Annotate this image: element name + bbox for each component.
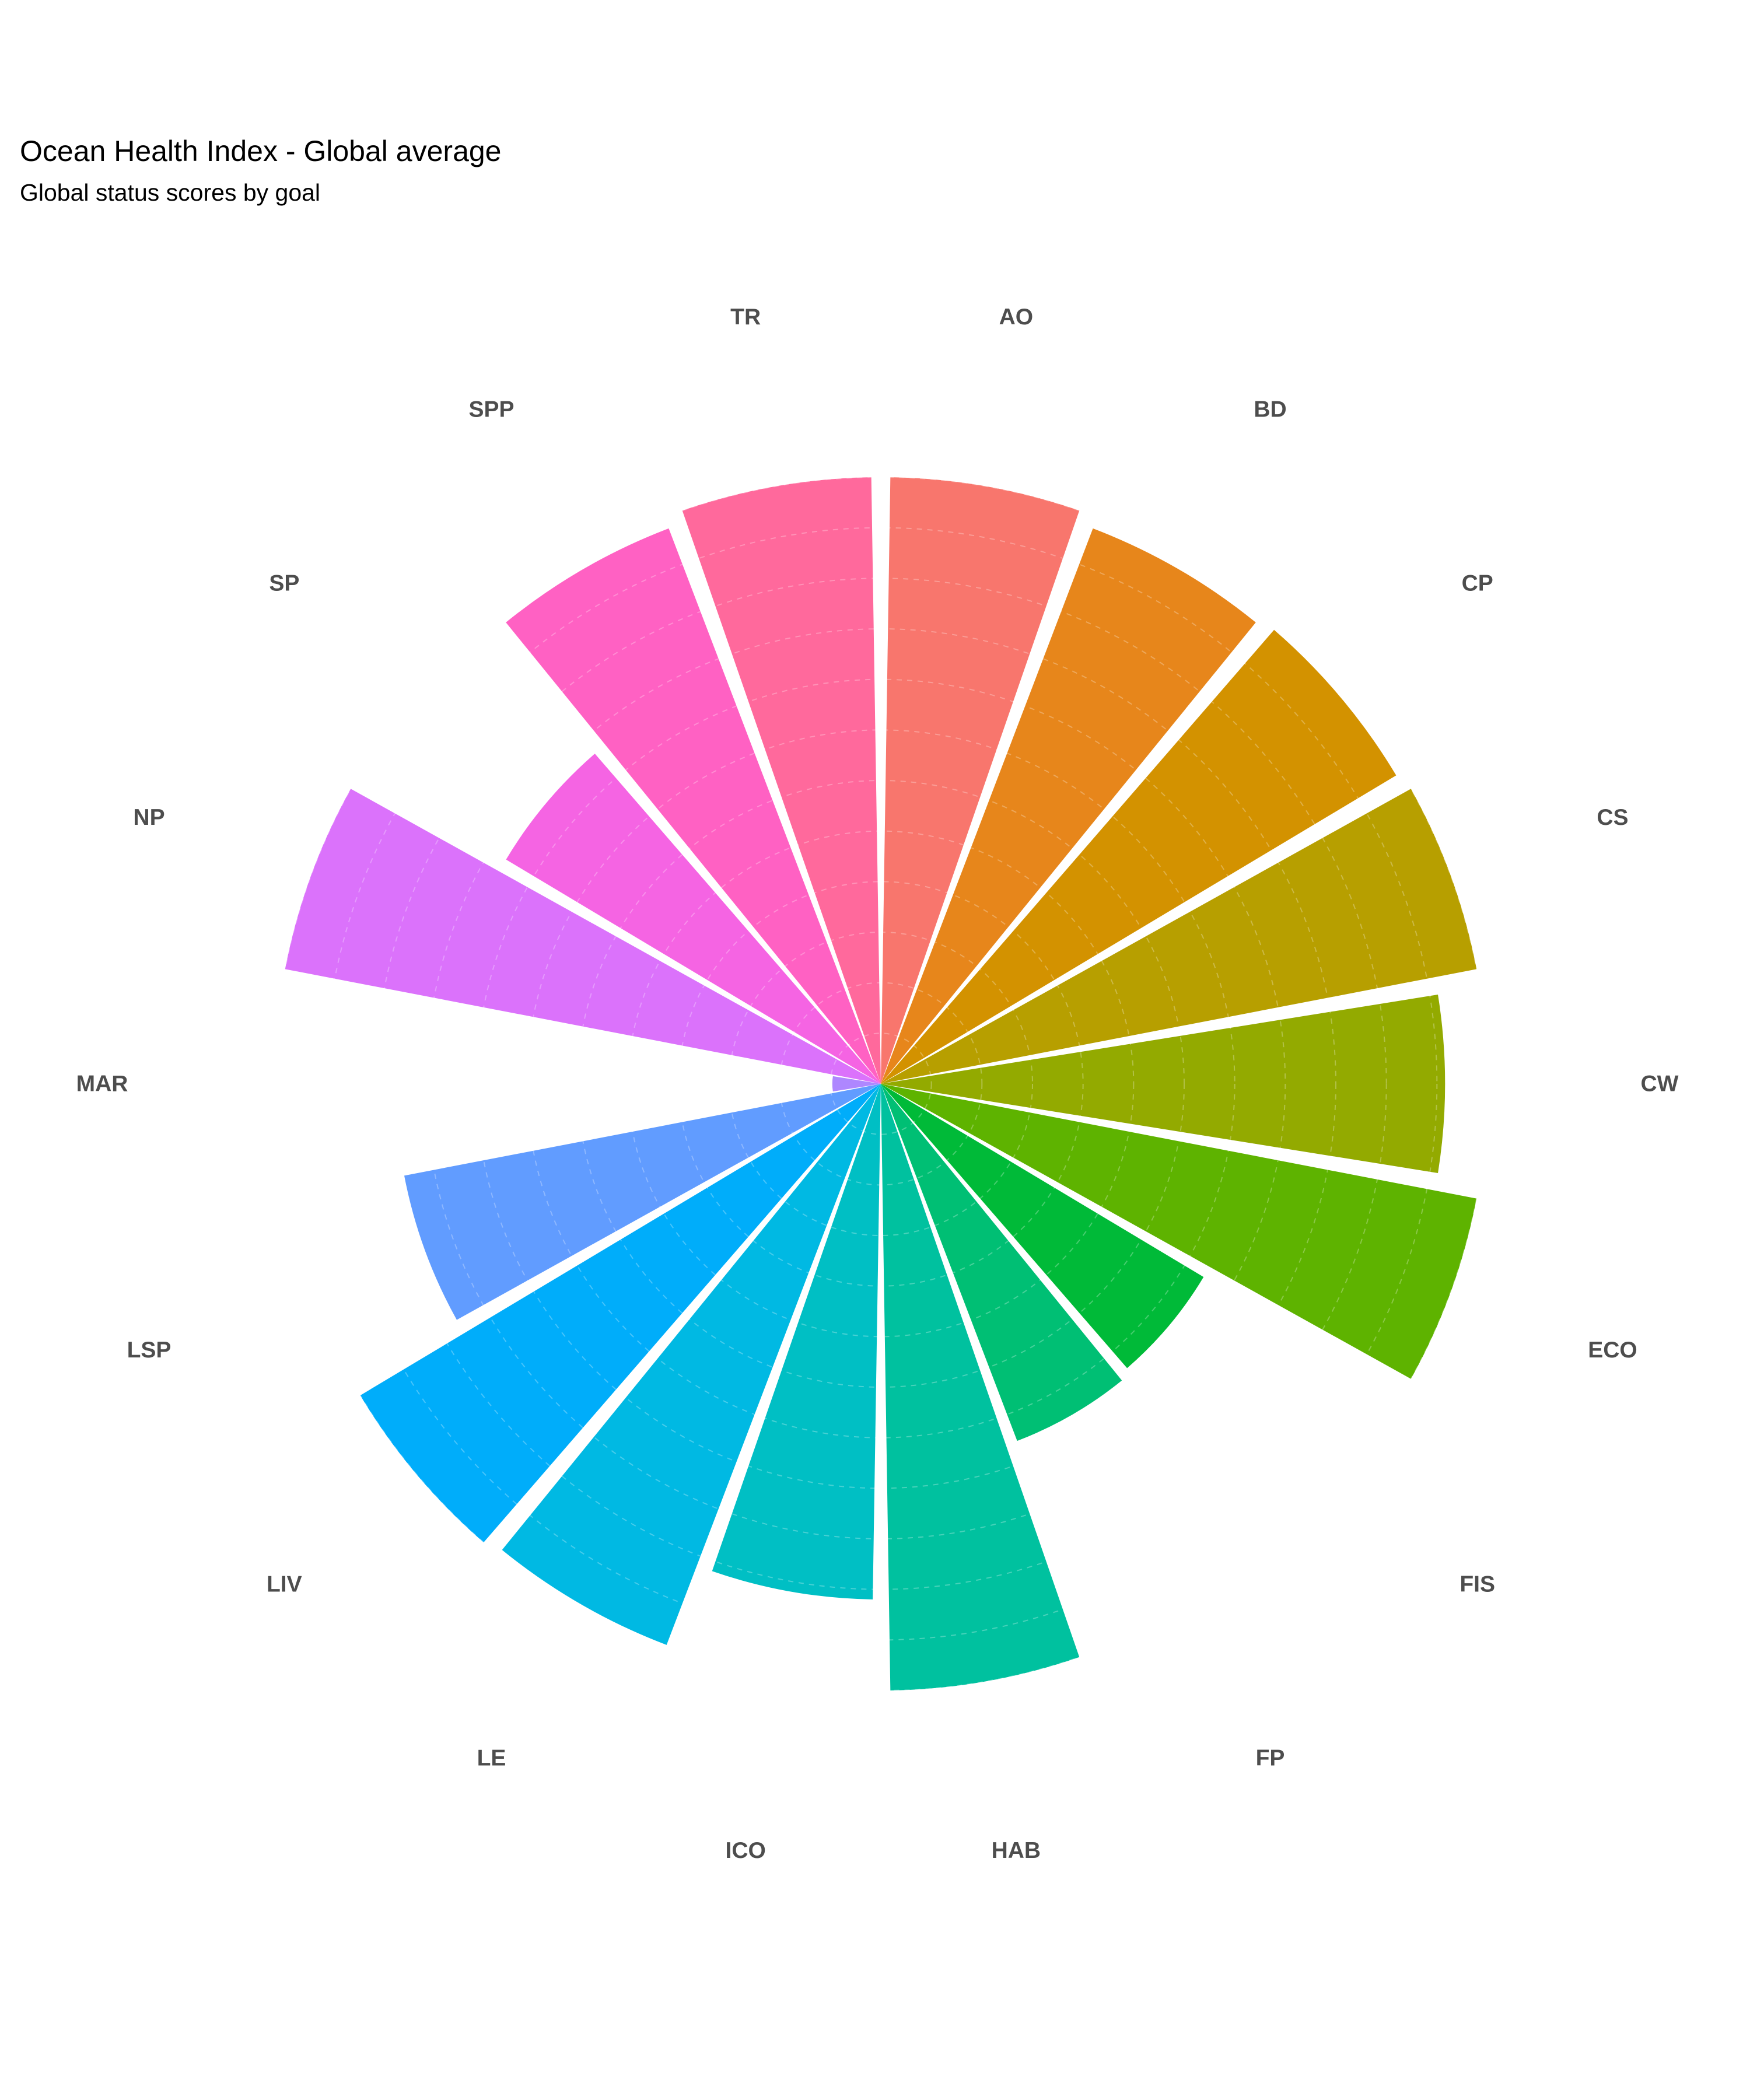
grid-ring: [324, 527, 1438, 1641]
bar-ao: [881, 477, 1080, 1084]
bar-cs: [881, 789, 1477, 1084]
grid-ring: [627, 830, 1135, 1338]
tick-label-cs: CS: [1597, 805, 1628, 830]
bar-eco: [881, 1084, 1477, 1379]
bar-spp: [506, 528, 881, 1084]
bar-bd: [881, 528, 1256, 1084]
tick-label-hab: HAB: [992, 1838, 1041, 1863]
bars-layer: [285, 477, 1477, 1690]
grid-ring: [577, 780, 1185, 1388]
tick-label-liv: LIV: [267, 1572, 302, 1597]
grid-layer: [274, 477, 1488, 1691]
tick-label-cp: CP: [1462, 570, 1493, 596]
tick-label-lsp: LSP: [127, 1338, 172, 1363]
grid-ring: [779, 982, 983, 1186]
tick-label-ico: ICO: [726, 1838, 766, 1863]
tick-label-ao: AO: [999, 304, 1034, 330]
grid-ring: [374, 578, 1387, 1590]
tick-label-mar: MAR: [76, 1072, 128, 1097]
bar-cw: [881, 995, 1446, 1173]
grid-ring: [678, 881, 1084, 1287]
grid-ring: [475, 678, 1286, 1489]
bar-fis: [881, 1084, 1204, 1368]
chart-title: Ocean Health Index - Global average: [20, 135, 502, 167]
grid-ring: [425, 628, 1336, 1539]
bar-ico: [712, 1084, 881, 1600]
tick-label-sp: SP: [269, 570, 299, 596]
tick-label-fis: FIS: [1460, 1572, 1495, 1597]
tick-label-tr: TR: [730, 304, 761, 330]
tick-label-fp: FP: [1256, 1746, 1285, 1771]
bar-le: [502, 1084, 881, 1645]
bar-liv: [360, 1084, 881, 1543]
grid-ring: [526, 729, 1236, 1438]
bar-lsp: [404, 1084, 881, 1320]
grid-ring: [274, 477, 1488, 1691]
tick-label-eco: ECO: [1588, 1338, 1637, 1363]
grid-ring: [830, 1032, 932, 1135]
bar-cp: [881, 629, 1396, 1084]
bar-np: [285, 789, 881, 1084]
bar-fp: [881, 1084, 1122, 1441]
bar-hab: [881, 1084, 1080, 1690]
grid-ring: [729, 932, 1033, 1236]
bar-mar: [832, 1076, 881, 1092]
tick-label-spp: SPP: [468, 397, 514, 422]
tick-label-np: NP: [133, 805, 164, 830]
labels-layer: AO BD CP CS CW ECO FIS FP HAB ICO LE LIV LSP MAR NP SP S…: [76, 304, 1679, 1863]
bar-tr: [682, 477, 881, 1084]
tick-label-le: LE: [477, 1746, 506, 1771]
bar-sp: [506, 754, 881, 1084]
tick-label-bd: BD: [1254, 397, 1286, 422]
chart-subtitle: Global status scores by goal: [20, 179, 321, 206]
tick-label-cw: CW: [1641, 1072, 1679, 1097]
